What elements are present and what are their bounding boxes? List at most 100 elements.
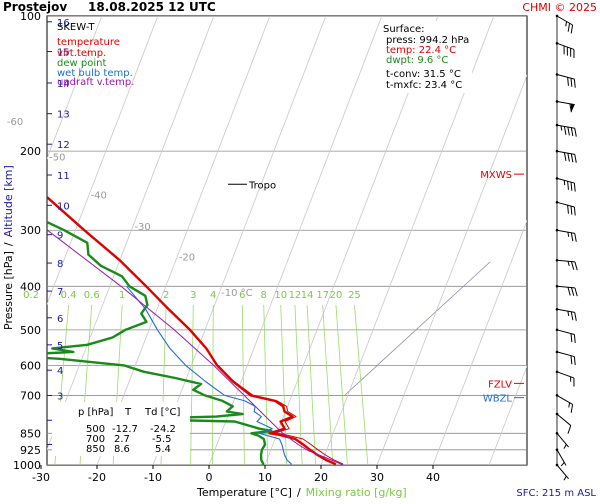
- table-cell: 500: [86, 424, 105, 435]
- legend-dew-point: dew point: [57, 58, 106, 69]
- mixing-ratio-line: [306, 304, 317, 465]
- altitude-tick-label: 16: [57, 18, 70, 29]
- isotherm-line: [47, 16, 103, 160]
- surface-tmxfc: t-mxfc: 23.4 °C: [386, 80, 462, 91]
- wind-barb-staff: [556, 432, 569, 448]
- wind-barb-feather: [570, 48, 572, 57]
- altitude-tick-label: 10: [57, 201, 70, 212]
- x-axis-sep: /: [297, 486, 301, 499]
- wind-barb-staff: [556, 394, 573, 405]
- wind-barb-feather: [569, 103, 572, 113]
- wind-barb-feather: [574, 287, 578, 297]
- y-axis-title: Pressure [hPa] / Altitude [km]: [2, 165, 15, 330]
- altitude-tick-label: 3: [57, 391, 63, 402]
- level-markers: Tropo MXWS FZLV WBZL: [228, 170, 524, 405]
- mixing-ratio-line: [322, 304, 334, 465]
- grid-labels: -80 °C-70-60-50-40-30-20-10 °C0.20.40.61…: [7, 117, 361, 301]
- mixing-ratio-label: 6: [239, 290, 245, 301]
- wind-barb-point: [555, 284, 559, 288]
- series-wet-bulb-temp-line: [126, 285, 292, 465]
- wind-barb-feather: [570, 24, 574, 34]
- mixing-ratio-line: [335, 304, 348, 465]
- altitude-tick-label: 11: [57, 171, 70, 182]
- isotherm-label: -40: [91, 191, 107, 202]
- wind-barb-point: [555, 431, 559, 435]
- wind-barb-point: [555, 14, 559, 18]
- pressure-tick-label: 400: [20, 280, 41, 293]
- wind-barb-feather: [570, 182, 573, 191]
- mixing-ratio-label: 0.6: [84, 290, 100, 301]
- mixing-ratio-line: [263, 304, 269, 465]
- wind-barb-feather: [567, 287, 571, 296]
- table-header-p: p [hPa]: [78, 407, 113, 418]
- altitude-tick-label: 15: [57, 48, 70, 59]
- wind-barb-point: [555, 328, 559, 332]
- mixing-ratio-line: [354, 304, 369, 465]
- temperature-tick-label: 0: [206, 471, 213, 484]
- wind-barb-half: [560, 462, 565, 467]
- profile-series: [47, 195, 344, 465]
- wind-barb-feather: [570, 404, 574, 413]
- wind-barb-feather: [563, 126, 567, 135]
- wind-barb-point: [555, 370, 559, 374]
- wind-barb-feather: [570, 311, 574, 321]
- mixing-ratio-label: 1: [119, 290, 125, 301]
- altitude-tick-label: 4: [57, 366, 63, 377]
- temperature-tick-label: 40: [426, 471, 440, 484]
- wind-barb-feather: [563, 152, 567, 161]
- isotherm-line: [432, 219, 527, 465]
- temperature-tick-label: 10: [258, 471, 272, 484]
- isotherm-line: [96, 16, 271, 465]
- y-axis-label-altitude: Altitude [km]: [2, 165, 15, 237]
- table-cell: -5.5: [152, 434, 172, 445]
- wind-barb-point: [555, 73, 559, 76]
- wind-barb-point: [555, 394, 559, 397]
- wind-barb-staff: [556, 15, 573, 26]
- wind-barb: [555, 328, 576, 344]
- wind-barb: [555, 412, 572, 434]
- wind-barb-feather: [570, 261, 575, 270]
- wind-barb-point: [555, 177, 559, 180]
- wind-barb: [555, 149, 577, 163]
- wind-barb: [555, 394, 574, 413]
- datetime-title: 18.08.2025 12 UTC: [88, 0, 216, 14]
- surface-tconv: t-conv: 31.5 °C: [386, 69, 461, 80]
- wind-barb-point: [555, 201, 559, 204]
- table-cell: 8.6: [114, 444, 130, 455]
- wind-barb-feather: [567, 181, 569, 190]
- y-axis-label: Pressure [hPa]: [2, 251, 15, 330]
- wind-barb-half: [567, 232, 570, 237]
- x-axis-title: Temperature [°C] / Mixing ratio [g/kg]: [196, 486, 407, 499]
- wind-barb: [555, 463, 569, 481]
- surface-press: press: 994.2 hPa: [386, 35, 469, 46]
- mixing-ratio-line: [241, 304, 245, 465]
- wind-barb-staff: [556, 101, 575, 106]
- copyright: CHMI © 2025: [522, 1, 597, 14]
- mixing-ratio-line: [280, 304, 287, 465]
- wind-barb-feather: [574, 261, 578, 271]
- y-axis-sep: /: [2, 242, 15, 246]
- pressure-tick-label: 925: [20, 444, 41, 457]
- wind-barb-feather: [570, 206, 573, 215]
- isotherm-line: [152, 16, 327, 465]
- wind-barb-half: [567, 311, 570, 317]
- isotherm-line: [47, 16, 159, 306]
- wind-barb-staff: [556, 150, 575, 155]
- wind-barb: [555, 14, 574, 34]
- wind-barb-half: [567, 261, 570, 267]
- wind-barb-feather: [573, 206, 576, 216]
- wind-barb-half: [560, 125, 563, 131]
- wind-barb-feather: [573, 334, 576, 344]
- wind-barb-feather: [567, 77, 569, 86]
- wind-barb-staff: [556, 259, 575, 263]
- series-temperature-line: [47, 195, 337, 465]
- pressure-tick-label: 300: [20, 224, 41, 237]
- altitude-tick-label: 7: [57, 287, 63, 298]
- wind-barb: [555, 370, 575, 387]
- legend-temperature: temperature: [57, 37, 120, 48]
- wind-barb-staff: [556, 124, 575, 129]
- wind-barb-point: [555, 412, 559, 416]
- pressure-tick-label: 200: [20, 145, 41, 158]
- wind-barb-feather: [570, 78, 573, 87]
